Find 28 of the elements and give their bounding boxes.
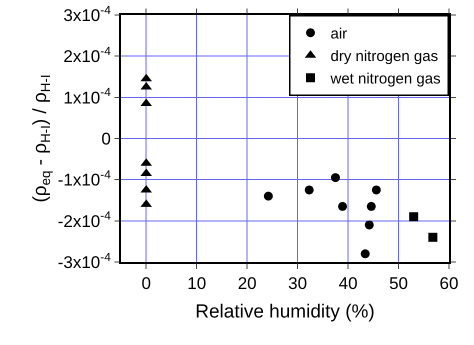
x-tick-label: 20: [238, 274, 257, 294]
point: [360, 249, 370, 258]
x-tick-label: 30: [288, 274, 308, 294]
y-tick-label: 3x10$^{-4}$: [63, 2, 112, 25]
point: [304, 185, 314, 194]
y-tick-label: -3x10$^{-4}$: [58, 250, 112, 272]
x-axis-title: Relative humidity (%): [195, 301, 375, 322]
point: [409, 212, 418, 222]
point: [372, 185, 381, 194]
point: [364, 220, 374, 230]
legend-label: air: [330, 26, 348, 43]
x-tick-label: 60: [440, 274, 458, 294]
point: [366, 202, 376, 211]
point: [264, 192, 273, 201]
x-tick-label: 50: [389, 274, 408, 294]
point: [330, 173, 340, 182]
y-tick-label: 1x10$^{-4}$: [63, 85, 112, 108]
y-tick-label: -2x10$^{-4}$: [58, 208, 112, 231]
point: [428, 232, 438, 242]
point: [338, 202, 348, 211]
legend-label: wet nitrogen gas: [330, 70, 441, 88]
x-tick-label: 40: [338, 274, 358, 294]
y-tick-label: -1x10$^{-4}$: [58, 167, 112, 190]
y-tick-label: 2x10$^{-4}$: [63, 44, 112, 66]
x-tick-label: 0: [141, 274, 151, 294]
x-tick-label: 10: [187, 274, 206, 294]
y-tick-label: 0: [101, 129, 111, 148]
legend-label: dry nitrogen gas: [330, 48, 438, 66]
